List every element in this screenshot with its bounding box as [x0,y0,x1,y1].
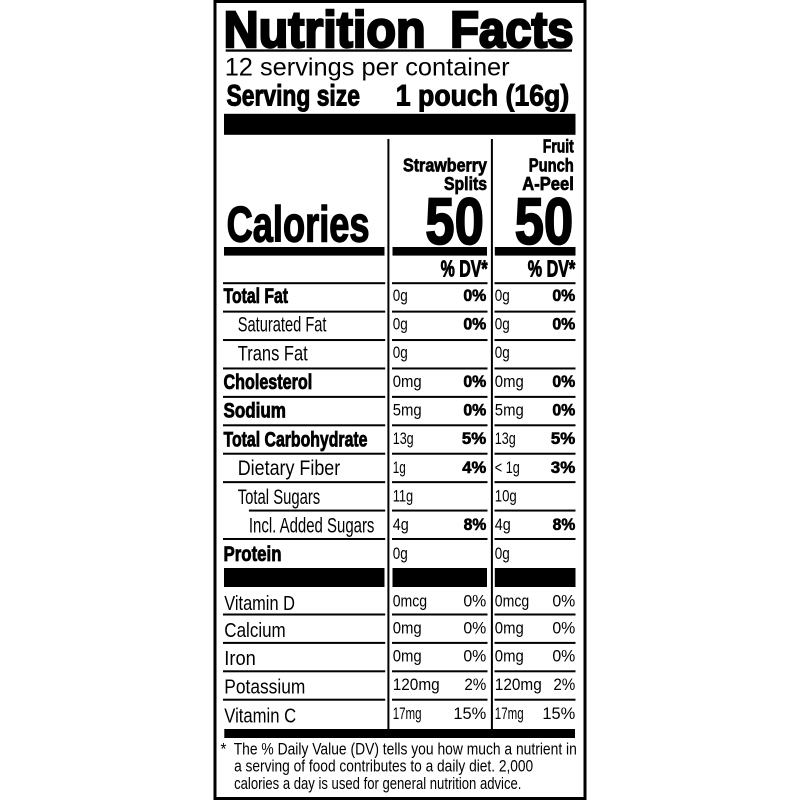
svg-text:Total Fat: Total Fat [224,284,289,308]
svg-text:13g: 13g [393,429,414,448]
svg-text:0mg: 0mg [393,647,422,665]
svg-text:0%: 0% [552,401,575,420]
svg-text:0g: 0g [393,344,408,363]
svg-text:1g: 1g [393,459,406,478]
svg-text:4g: 4g [393,516,409,534]
svg-text:8%: 8% [553,516,576,535]
svg-text:0%: 0% [552,619,575,638]
svg-text:4%: 4% [462,458,486,477]
svg-text:0g: 0g [495,315,510,334]
svg-text:< 1g: < 1g [495,458,520,477]
svg-text:Saturated Fat: Saturated Fat [238,312,327,337]
svg-text:12 servings per container: 12 servings per container [225,54,510,82]
svg-text:Calories: Calories [227,198,370,253]
svg-text:% DV*: % DV* [528,257,576,282]
svg-text:Serving size: Serving size [227,79,360,112]
svg-text:Protein: Protein [224,543,282,566]
svg-text:0g: 0g [393,545,408,564]
svg-text:0%: 0% [552,286,575,305]
svg-text:0mg: 0mg [495,619,524,637]
svg-text:Total Carbohydrate: Total Carbohydrate [224,427,368,451]
svg-text:5mg: 5mg [393,402,422,420]
svg-text:The % Daily Value (DV) tells y: The % Daily Value (DV) tells you how muc… [234,740,577,759]
svg-text:0mg: 0mg [393,619,422,637]
svg-text:Cholesterol: Cholesterol [224,371,313,395]
svg-text:0mg: 0mg [495,647,524,665]
svg-text:5%: 5% [462,429,486,448]
svg-text:*: * [221,740,228,759]
svg-text:17mg: 17mg [393,705,422,724]
svg-text:0g: 0g [393,286,408,305]
svg-text:0%: 0% [463,619,486,638]
svg-text:Potassium: Potassium [224,676,305,699]
svg-text:Vitamin C: Vitamin C [224,704,296,727]
svg-text:120mg: 120mg [495,675,542,694]
svg-text:Sodium: Sodium [224,399,286,423]
svg-text:Trans Fat: Trans Fat [238,342,309,366]
svg-text:3%: 3% [551,458,575,477]
svg-text:4g: 4g [495,516,511,534]
svg-text:a serving of food contributes: a serving of food contributes to a daily… [234,757,533,776]
svg-text:0%: 0% [463,372,486,391]
svg-text:17mg: 17mg [495,705,524,724]
svg-text:0mcg: 0mcg [495,592,529,611]
svg-text:0%: 0% [552,647,575,666]
svg-text:15%: 15% [453,704,486,723]
svg-text:5%: 5% [551,429,575,448]
svg-text:0mcg: 0mcg [393,592,427,611]
svg-text:0%: 0% [463,401,486,420]
svg-text:1 pouch (16g): 1 pouch (16g) [396,79,569,111]
svg-text:Nutrition: Nutrition [224,1,426,58]
svg-text:5mg: 5mg [495,402,524,420]
svg-text:0%: 0% [552,372,575,391]
svg-text:0g: 0g [495,545,510,564]
svg-text:0%: 0% [552,315,575,334]
svg-text:0g: 0g [495,286,510,305]
svg-text:8%: 8% [464,516,487,535]
svg-text:0mg: 0mg [393,373,422,391]
svg-text:15%: 15% [542,704,575,723]
svg-text:0g: 0g [495,344,510,363]
svg-text:calories a day is used for gen: calories a day is used for general nutri… [234,774,521,793]
svg-text:2%: 2% [464,675,486,694]
svg-text:Calcium: Calcium [224,618,285,641]
svg-text:11g: 11g [393,487,413,506]
svg-text:0g: 0g [393,315,408,334]
svg-text:Vitamin D: Vitamin D [224,591,295,614]
svg-text:10g: 10g [495,487,517,506]
svg-text:Iron: Iron [224,648,256,670]
svg-text:Strawberry: Strawberry [403,154,487,175]
svg-text:50: 50 [425,184,484,258]
svg-text:120mg: 120mg [393,675,440,694]
svg-text:A-Peel: A-Peel [522,173,574,194]
svg-text:Splits: Splits [444,174,487,194]
svg-text:0%: 0% [463,592,486,611]
svg-text:Incl. Added Sugars: Incl. Added Sugars [249,513,374,537]
svg-text:0%: 0% [463,315,486,334]
svg-text:% DV*: % DV* [441,257,488,283]
svg-text:Punch: Punch [529,155,574,176]
svg-text:13g: 13g [495,429,516,448]
svg-text:2%: 2% [553,675,575,694]
svg-text:Total Sugars: Total Sugars [238,484,320,508]
svg-text:50: 50 [515,184,574,258]
svg-text:Fruit: Fruit [543,137,575,157]
svg-text:0%: 0% [463,647,486,666]
svg-text:0mg: 0mg [495,373,524,391]
svg-text:0%: 0% [463,286,486,305]
svg-text:0%: 0% [552,592,575,611]
svg-text:Dietary Fiber: Dietary Fiber [238,457,341,481]
